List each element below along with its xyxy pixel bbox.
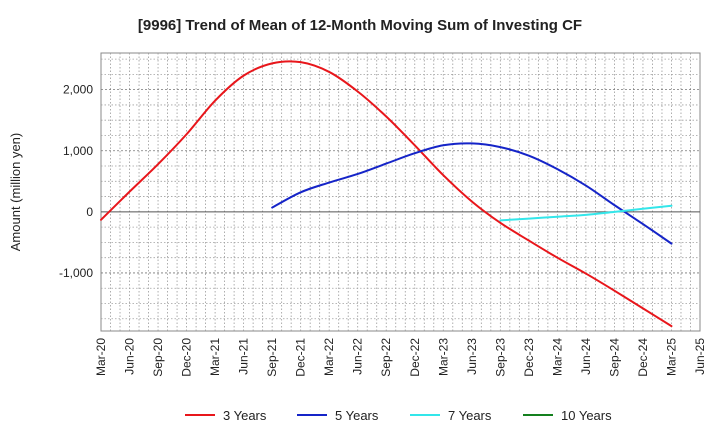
y-tick-label: 1,000	[63, 144, 93, 158]
x-tick-label: Jun-23	[465, 338, 479, 375]
x-tick-label: Dec-20	[180, 338, 194, 377]
x-axis: Mar-20 Jun-20 Sep-20 Dec-20 Mar-21 Jun-21 Sep-…	[94, 338, 707, 377]
x-tick-label: Jun-25	[693, 338, 707, 375]
series-line-7-years	[499, 204, 673, 222]
x-tick-label: Dec-23	[522, 338, 536, 377]
legend: 3 Years 5 Years 7 Years 10 Years	[185, 408, 612, 423]
x-tick-label: Dec-21	[294, 338, 308, 377]
plot-frame	[100, 52, 701, 332]
y-axis: -1,000 0 1,000 2,000	[59, 83, 93, 280]
x-tick-label: Mar-21	[208, 338, 222, 376]
x-tick-label: Mar-25	[664, 338, 678, 376]
legend-label-7-years: 7 Years	[448, 408, 492, 423]
x-tick-label: Mar-22	[322, 338, 336, 376]
x-tick-label: Jun-20	[123, 338, 137, 375]
y-tick-label: 2,000	[63, 83, 93, 97]
grid	[101, 53, 700, 331]
x-tick-label: Jun-21	[237, 338, 251, 375]
plot-area	[100, 52, 701, 332]
x-tick-label: Jun-22	[351, 338, 365, 375]
x-tick-label: Jun-24	[579, 338, 593, 375]
series-line-3-years	[100, 60, 673, 328]
series-lines	[100, 60, 673, 328]
x-tick-label: Dec-22	[408, 338, 422, 377]
y-tick-label: 0	[86, 205, 93, 219]
legend-label-5-years: 5 Years	[335, 408, 379, 423]
x-tick-label: Mar-23	[436, 338, 450, 376]
x-tick-label: Sep-23	[493, 338, 507, 377]
legend-label-10-years: 10 Years	[561, 408, 612, 423]
x-tick-label: Sep-21	[265, 338, 279, 377]
y-tick-label: -1,000	[59, 266, 93, 280]
x-tick-label: Dec-24	[636, 338, 650, 377]
x-tick-label: Sep-24	[607, 338, 621, 377]
series-line-5-years	[271, 142, 673, 245]
x-tick-label: Mar-20	[94, 338, 108, 376]
x-tick-label: Mar-24	[550, 338, 564, 376]
y-axis-label: Amount (million yen)	[8, 133, 23, 252]
x-tick-label: Sep-22	[379, 338, 393, 377]
legend-label-3-years: 3 Years	[223, 408, 267, 423]
x-tick-label: Sep-20	[151, 338, 165, 377]
chart-title: [9996] Trend of Mean of 12-Month Moving …	[138, 17, 582, 34]
